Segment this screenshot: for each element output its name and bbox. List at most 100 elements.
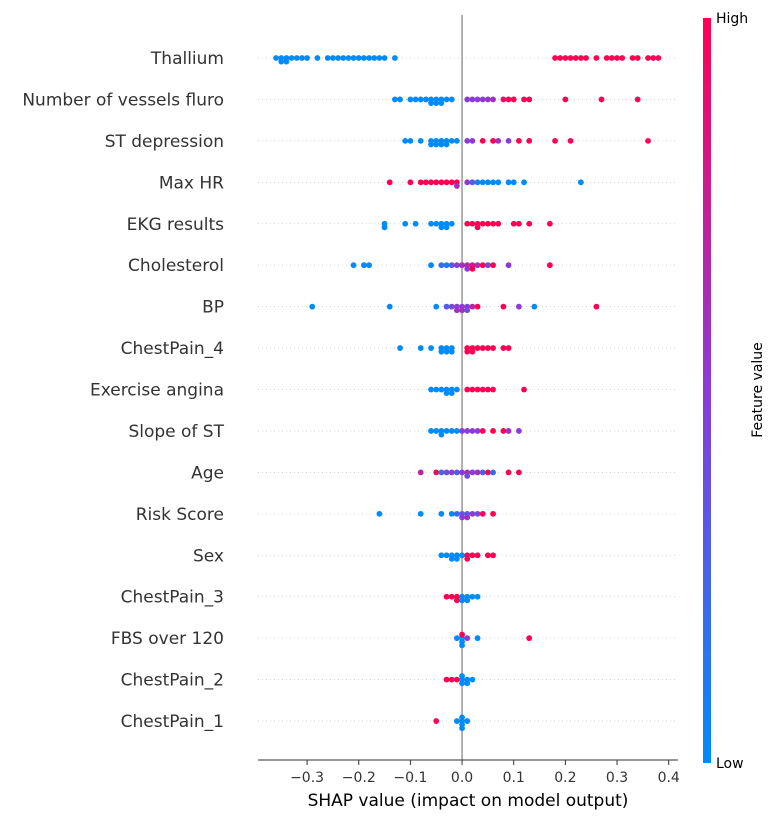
- shap-point: [484, 345, 491, 351]
- shap-point: [464, 348, 471, 355]
- shap-point: [448, 220, 455, 227]
- feature-label: Cholesterol: [128, 256, 224, 276]
- shap-point: [433, 718, 440, 724]
- shap-point: [459, 597, 465, 604]
- shap-point: [464, 635, 471, 642]
- feature-label: EKG results: [127, 215, 225, 235]
- shap-point: [469, 386, 476, 393]
- shap-point: [278, 58, 285, 65]
- shap-point: [453, 676, 460, 683]
- shap-point: [443, 390, 450, 397]
- shap-point: [577, 179, 584, 186]
- shap-point: [474, 593, 481, 600]
- shap-point: [650, 55, 657, 61]
- shap-point: [464, 680, 471, 687]
- shap-point: [453, 137, 460, 144]
- feature-label: BP: [202, 298, 224, 318]
- shap-point: [469, 220, 476, 227]
- shap-point: [474, 262, 481, 269]
- shap-point: [500, 428, 507, 434]
- shap-point: [453, 428, 460, 434]
- x-tick-label: 0.1: [503, 770, 525, 786]
- shap-point: [469, 348, 476, 355]
- shap-point: [376, 510, 383, 517]
- shap-point: [443, 428, 450, 434]
- shap-point: [464, 96, 471, 103]
- feature-labels: Thallium Number of vessels fluro ST depres…: [22, 49, 224, 732]
- feature-label: ST depression: [105, 132, 224, 152]
- shap-point: [505, 262, 512, 269]
- shap-point: [428, 141, 434, 148]
- shap-point: [490, 469, 496, 476]
- shap-point: [448, 179, 455, 186]
- shap-point: [577, 55, 584, 61]
- shap-point: [495, 137, 502, 144]
- feature-label: Sex: [193, 546, 224, 566]
- shap-point: [515, 220, 522, 227]
- shap-point: [464, 386, 471, 393]
- shap-point: [464, 220, 471, 227]
- shap-point: [392, 55, 398, 61]
- shap-point: [443, 676, 450, 683]
- shap-point: [557, 55, 564, 61]
- feature-label: ChestPain_3: [121, 588, 224, 608]
- shap-point: [619, 55, 626, 61]
- shap-point: [448, 137, 455, 144]
- shap-point: [572, 55, 579, 61]
- shap-point: [443, 303, 450, 310]
- shap-point: [453, 597, 460, 604]
- feature-label: Slope of ST: [128, 422, 224, 442]
- shap-point: [438, 469, 445, 476]
- shap-point: [392, 96, 398, 103]
- shap-point: [567, 137, 574, 144]
- shap-points: [273, 55, 662, 732]
- shap-point: [448, 428, 455, 434]
- shap-point: [433, 386, 440, 393]
- shap-point: [428, 428, 434, 434]
- shap-point: [433, 179, 440, 186]
- shap-point: [433, 141, 440, 148]
- shap-point: [484, 386, 491, 393]
- shap-point: [500, 96, 507, 103]
- shap-point: [423, 96, 429, 103]
- shap-point: [469, 593, 476, 600]
- shap-point: [474, 635, 481, 642]
- shap-point: [510, 179, 517, 186]
- shap-point: [366, 55, 372, 61]
- shap-point: [428, 100, 434, 106]
- shap-point: [443, 224, 450, 231]
- shap-point: [495, 220, 502, 227]
- shap-point: [474, 428, 481, 434]
- shap-point: [515, 469, 522, 476]
- shap-point: [417, 96, 424, 103]
- shap-point: [273, 55, 279, 61]
- shap-point: [335, 55, 341, 61]
- shap-point: [562, 55, 569, 61]
- shap-point: [453, 307, 460, 314]
- shap-point: [438, 431, 445, 438]
- shap-point: [459, 680, 465, 687]
- shap-point: [309, 303, 316, 310]
- shap-point: [614, 55, 620, 61]
- shap-point: [490, 428, 496, 434]
- shap-point: [381, 55, 388, 61]
- shap-point: [490, 510, 496, 517]
- shap-point: [443, 348, 450, 355]
- shap-point: [479, 469, 486, 476]
- shap-point: [490, 262, 496, 269]
- shap-point: [526, 635, 533, 642]
- shap-point: [459, 552, 465, 559]
- shap-point: [397, 96, 403, 103]
- shap-point: [521, 96, 527, 103]
- shap-point: [371, 55, 378, 61]
- shap-point: [459, 428, 465, 434]
- shap-point: [593, 303, 600, 310]
- shap-point: [526, 137, 533, 144]
- shap-point: [484, 262, 491, 269]
- shap-point: [433, 220, 440, 227]
- shap-point: [402, 137, 409, 144]
- shap-point: [562, 96, 569, 103]
- colorbar-low-label: Low: [716, 756, 744, 772]
- shap-point: [376, 55, 383, 61]
- shap-point: [474, 179, 481, 186]
